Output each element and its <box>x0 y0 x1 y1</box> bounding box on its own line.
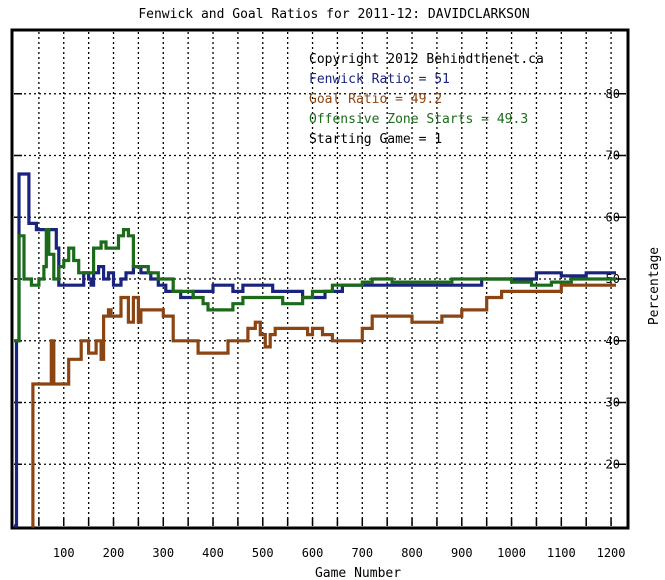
x-tick-label: 500 <box>252 546 274 560</box>
y-tick-label: 80 <box>606 87 620 101</box>
x-tick-label: 400 <box>202 546 224 560</box>
series-lines <box>14 172 616 528</box>
annotation-line: Goal Ratio = 49.2 <box>309 92 442 107</box>
x-tick-label: 1200 <box>597 546 626 560</box>
x-tick-label: 200 <box>103 546 125 560</box>
x-tick-label: 700 <box>351 546 373 560</box>
x-axis-label: Game Number <box>315 566 401 580</box>
x-tick-label: 300 <box>152 546 174 560</box>
x-tick-label: 800 <box>401 546 423 560</box>
annotation-line: Fenwick Ratio = 51 <box>309 72 450 87</box>
x-tick-label: 100 <box>53 546 75 560</box>
annotation-line: Copyright 2012 Behindthenet.ca <box>309 52 544 67</box>
annotation-line: Offensive Zone Starts = 49.3 <box>309 112 528 127</box>
x-tick-label: 600 <box>302 546 324 560</box>
x-tick-label: 900 <box>451 546 473 560</box>
y-tick-label: 20 <box>606 457 620 471</box>
x-axis-ticks: 100 200 300 400 500 600 700 800 900 1000 1100 1200 <box>38 518 626 560</box>
y-axis-label: Percentage <box>647 247 662 325</box>
chart-title: Fenwick and Goal Ratios for 2011-12: DAV… <box>138 7 529 22</box>
y-tick-label: 70 <box>606 149 620 163</box>
series-line-offensive-zone-starts <box>14 228 616 343</box>
annotation-line: Starting Game = 1 <box>309 132 442 147</box>
y-tick-label: 40 <box>606 334 620 348</box>
x-tick-label: 1100 <box>547 546 576 560</box>
annotations: Copyright 2012 Behindthenet.ca Fenwick Ra… <box>309 52 544 147</box>
x-tick-label: 1000 <box>497 546 526 560</box>
y-tick-label: 60 <box>606 210 620 224</box>
y-tick-label: 30 <box>606 396 620 410</box>
series-line-fenwick-ratio <box>14 172 616 528</box>
series-line-goal-ratio <box>31 283 616 528</box>
